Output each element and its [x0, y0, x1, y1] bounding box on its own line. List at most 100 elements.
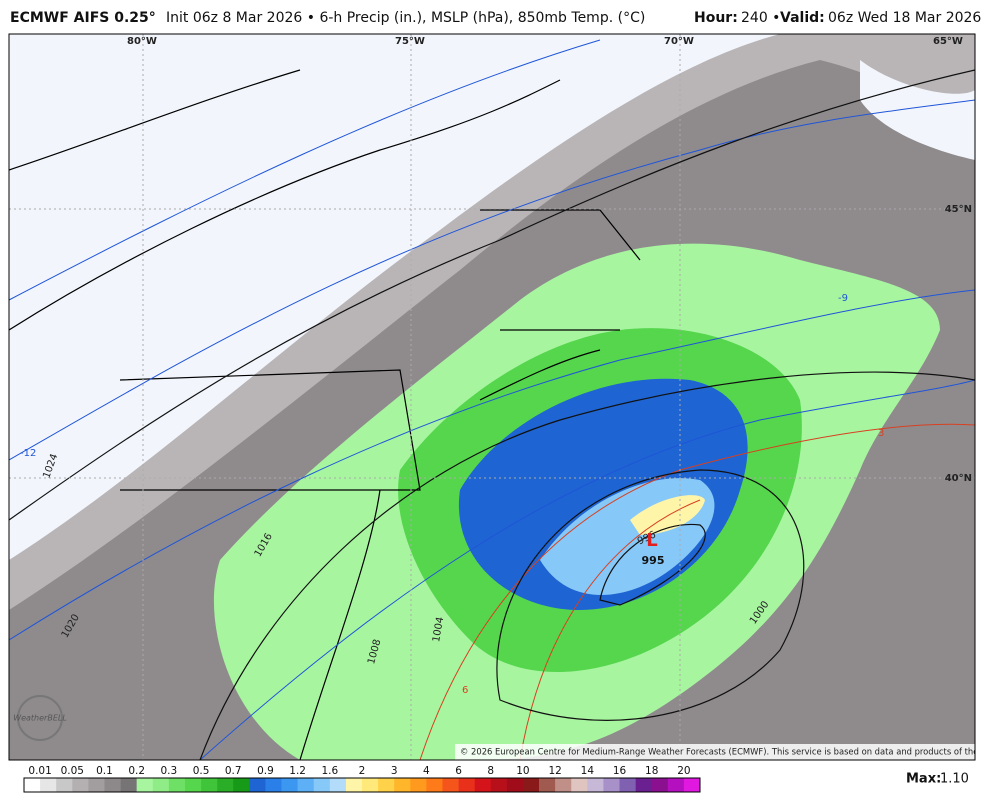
colorbar-swatch — [217, 778, 234, 792]
colorbar-swatch — [426, 778, 443, 792]
map: 80°W 75°W 70°W 65°W 45°N 40°N 1024 1020 … — [9, 34, 984, 760]
colorbar-swatch — [265, 778, 282, 792]
colorbar-label: 0.2 — [128, 765, 145, 777]
colorbar-label: 12 — [548, 765, 561, 777]
latitude-label: 45°N — [945, 204, 972, 215]
temperature-label: 6 — [462, 685, 468, 696]
colorbar-swatch — [587, 778, 604, 792]
temperature-label: -9 — [838, 293, 848, 304]
colorbar-swatch — [104, 778, 121, 792]
colorbar-swatch — [313, 778, 331, 792]
colorbar-swatch — [120, 778, 137, 792]
temperature-label: -12 — [20, 448, 36, 459]
map-frame — [8, 33, 976, 761]
colorbar-label: 10 — [516, 765, 529, 777]
colorbar-swatch — [136, 778, 154, 792]
colorbar-swatch — [571, 778, 588, 792]
colorbar-swatch — [474, 778, 492, 792]
colorbar-swatch — [539, 778, 556, 792]
logo: WeatherBELL — [13, 714, 67, 723]
hour: 240 • — [741, 10, 780, 26]
colorbar-label: 1.6 — [321, 765, 338, 777]
longitude-label: 70°W — [664, 36, 694, 47]
colorbar-swatch — [635, 778, 653, 792]
colorbar-label: 14 — [581, 765, 595, 777]
credit: © 2026 European Centre for Medium-Range … — [460, 747, 984, 757]
colorbar-label: 20 — [677, 765, 690, 777]
colorbar-label: 8 — [487, 765, 494, 777]
colorbar-label: 0.1 — [96, 765, 113, 777]
colorbar-swatch — [362, 778, 379, 792]
colorbar-swatch — [378, 778, 395, 792]
hour-label: Hour: — [694, 10, 738, 26]
longitude-label: 75°W — [395, 36, 425, 47]
colorbar-swatch — [297, 778, 315, 792]
colorbar-swatch — [72, 778, 89, 792]
colorbar-label: 0.05 — [61, 765, 84, 777]
longitude-label: 65°W — [933, 36, 963, 47]
colorbar: 0.01 0.05 0.1 0.2 0.3 0.5 0.7 0.9 1.2 1.6 2 3 4 6 8 10 1… — [23, 765, 701, 793]
colorbar-label: 0.5 — [193, 765, 210, 777]
temperature-lines — [9, 39, 975, 760]
logo-mark — [17, 695, 63, 741]
colorbar-swatch — [40, 778, 57, 792]
longitude-label: 80°W — [127, 36, 157, 47]
colorbar-swatch — [410, 778, 427, 792]
colorbar-label: 0.01 — [28, 765, 51, 777]
max-value: 1.10 — [940, 772, 969, 787]
colorbar-swatch — [233, 778, 250, 792]
clear-area — [860, 60, 975, 160]
colorbar-swatch — [522, 778, 540, 792]
colorbar-swatch — [329, 778, 347, 792]
colorbar-swatch — [24, 778, 41, 792]
low-symbol: L — [646, 530, 657, 551]
colorbar-swatch — [651, 778, 669, 792]
credit-background — [455, 744, 975, 760]
graticule — [9, 34, 975, 760]
isobars — [9, 69, 975, 760]
colorbar-swatch — [201, 778, 218, 792]
colorbar-swatch — [56, 778, 73, 792]
colorbar-swatch — [555, 778, 572, 792]
colorbar-label: 0.9 — [257, 765, 274, 777]
colorbar-swatch — [394, 778, 411, 792]
valid-label: Valid: — [780, 10, 825, 26]
precip-yellow — [630, 495, 705, 535]
colorbar-swatch — [281, 778, 298, 792]
colorbar-label: 3 — [391, 765, 398, 777]
isobar-label: 1004 — [431, 616, 446, 643]
colorbar-swatch — [442, 778, 459, 792]
colorbar-swatch — [168, 778, 186, 792]
colorbar-label: 1.2 — [289, 765, 306, 777]
colorbar-label: 18 — [645, 765, 658, 777]
colorbar-label: 0.7 — [225, 765, 242, 777]
subtitle: Init 06z 8 Mar 2026 • 6-h Precip (in.), … — [166, 10, 645, 26]
boundaries — [9, 69, 641, 760]
model-name: ECMWF AIFS 0.25° — [10, 10, 156, 26]
colorbar-swatch — [345, 778, 363, 792]
colorbar-label: 2 — [359, 765, 366, 777]
colorbar-frame — [23, 777, 701, 793]
colorbar-label: 0.3 — [161, 765, 178, 777]
latitude-label: 40°N — [945, 473, 972, 484]
colorbar-swatch — [88, 778, 105, 792]
colorbar-swatch — [603, 778, 620, 792]
colorbar-swatch — [506, 778, 524, 792]
max-label: Max: — [906, 772, 941, 787]
colorbar-swatch — [619, 778, 636, 792]
colorbar-label: 6 — [455, 765, 462, 777]
colorbar-swatch — [458, 778, 475, 792]
colorbar-swatch — [184, 778, 202, 792]
colorbar-swatch — [683, 778, 701, 792]
colorbar-swatch — [249, 778, 266, 792]
colorbar-label: 4 — [423, 765, 430, 777]
colorbar-swatch — [152, 778, 170, 792]
colorbar-label: 16 — [613, 765, 627, 777]
colorbar-swatch — [490, 778, 508, 792]
colorbar-swatch — [667, 778, 685, 792]
valid: 06z Wed 18 Mar 2026 — [828, 10, 981, 26]
low-pressure: 995 — [642, 554, 665, 567]
